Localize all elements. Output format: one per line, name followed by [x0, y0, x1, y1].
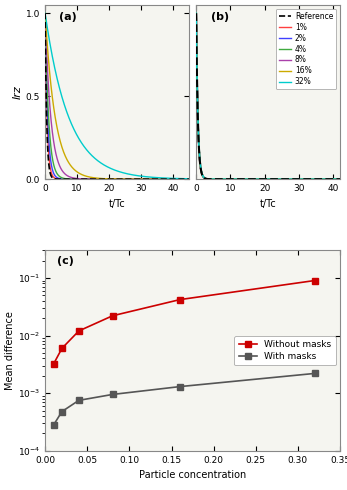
- X-axis label: t/Tc: t/Tc: [260, 198, 277, 209]
- Y-axis label: Mean difference: Mean difference: [5, 311, 15, 390]
- Legend: Without masks, With masks: Without masks, With masks: [234, 336, 336, 366]
- Text: (b): (b): [211, 12, 229, 22]
- X-axis label: Particle concentration: Particle concentration: [139, 470, 246, 480]
- X-axis label: t/Tc: t/Tc: [109, 198, 125, 209]
- Without masks: [51, 361, 56, 367]
- With masks: [110, 392, 115, 397]
- Text: (a): (a): [59, 12, 77, 22]
- Text: (c): (c): [57, 256, 74, 267]
- With masks: [60, 409, 64, 415]
- Without masks: [77, 328, 81, 334]
- Without masks: [313, 277, 317, 283]
- Line: With masks: With masks: [51, 370, 318, 428]
- With masks: [313, 370, 317, 376]
- With masks: [178, 384, 182, 390]
- With masks: [51, 422, 56, 428]
- Without masks: [178, 296, 182, 302]
- With masks: [77, 397, 81, 403]
- Y-axis label: Irz: Irz: [13, 85, 23, 99]
- Without masks: [60, 345, 64, 351]
- Legend: Reference, 1%, 2%, 4%, 8%, 16%, 32%: Reference, 1%, 2%, 4%, 8%, 16%, 32%: [276, 9, 336, 89]
- Without masks: [110, 313, 115, 318]
- Line: Without masks: Without masks: [51, 278, 318, 367]
